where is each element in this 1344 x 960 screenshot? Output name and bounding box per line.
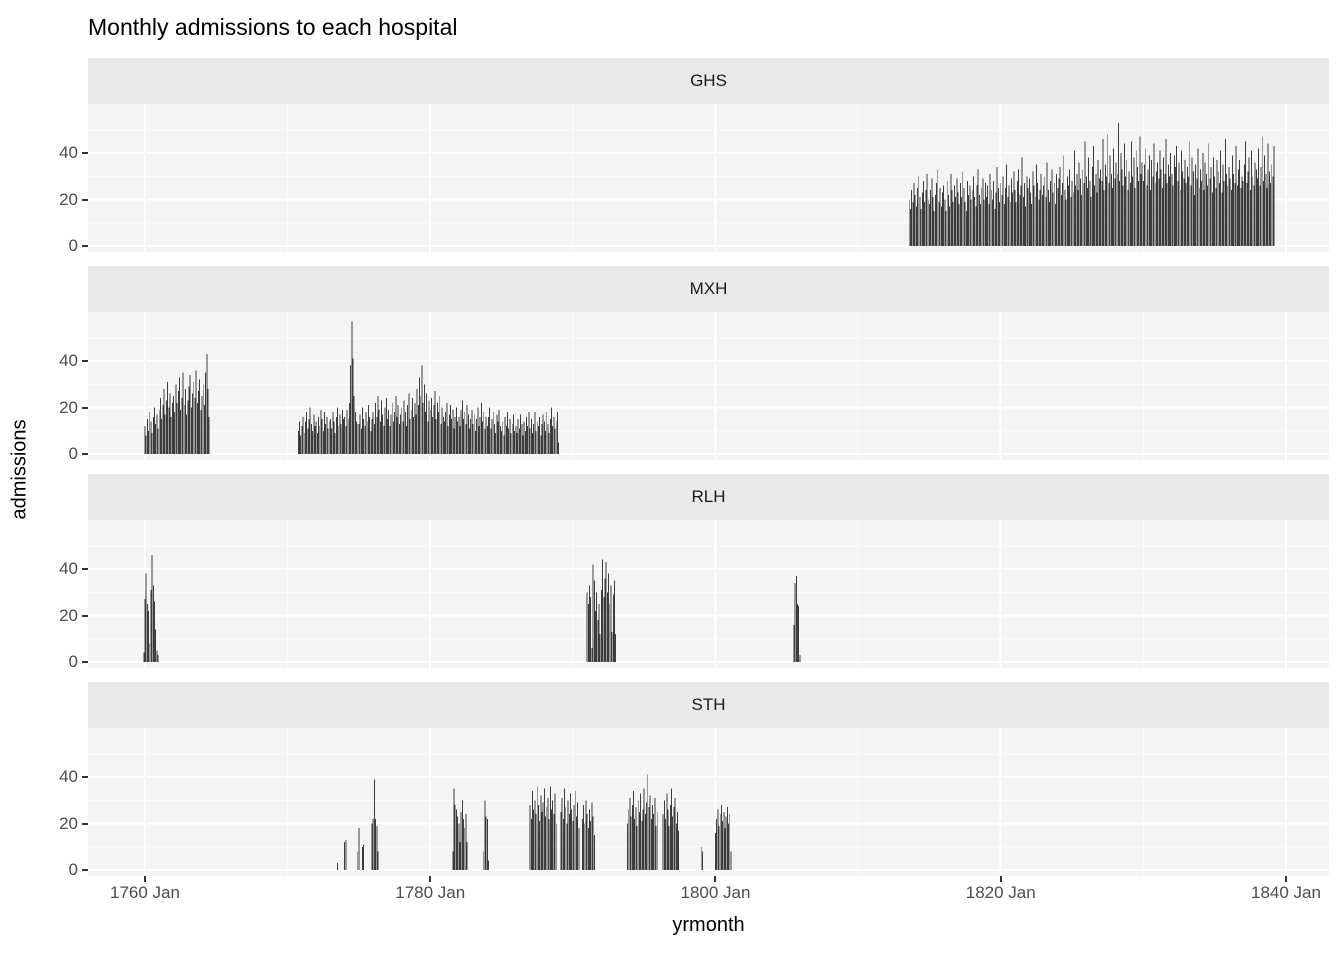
facet-strip-rlh: RLH [88,474,1329,520]
y-tick-mark [82,453,88,455]
facet-panel-sth [88,728,1329,876]
x-axis-title: yrmonth [672,914,745,936]
x-tick-label: 1780 Jan [395,883,466,902]
x-tick-label: 1760 Jan [110,883,180,902]
y-tick-label: 20 [59,189,78,209]
x-tick-mark [144,876,146,882]
x-tick-mark [1284,876,1287,882]
y-tick-label: 20 [59,605,78,625]
y-axis-title: admissions [8,419,31,520]
bars-layer-sth [337,774,732,871]
facet-strip-sth: STH [88,682,1329,728]
y-tick-mark [82,152,88,154]
y-tick-label: 40 [59,767,78,786]
y-tick-mark [82,614,88,617]
facet-label: STH [691,695,726,714]
y-tick-mark [82,822,88,825]
x-tick-label: 1840 Jan [1251,883,1321,902]
panel-canvas [88,104,1329,252]
y-tick-mark [82,406,88,409]
y-tick-mark [82,198,88,201]
y-tick-label: 0 [68,652,78,671]
y-tick-label: 40 [59,559,78,578]
facet-panel-mxh [88,312,1329,460]
y-tick-mark [82,360,88,362]
y-tick-label: 0 [68,444,78,463]
y-tick-mark [82,776,88,778]
bars-layer-ghs [908,122,1275,247]
x-tick-mark [999,876,1002,882]
panel-canvas [88,520,1329,668]
y-tick-label: 40 [59,351,78,370]
x-tick-label: 1800 Jan [680,883,751,902]
y-tick-mark [82,661,88,663]
y-tick-label: 20 [59,397,78,417]
x-tick-mark [429,876,432,882]
panel-canvas [88,728,1329,876]
y-tick-mark [82,568,88,570]
facet-label: MXH [689,279,728,298]
y-tick-label: 20 [59,813,78,833]
facet-label: RLH [691,487,726,506]
panel-canvas [88,312,1329,460]
facet-panel-rlh [88,520,1329,668]
x-tick-mark [714,876,717,882]
y-tick-mark [82,869,88,871]
y-tick-label: 0 [68,236,78,255]
facet-strip-mxh: MXH [88,266,1329,312]
bars-layer-mxh [144,321,560,455]
y-tick-mark [82,245,88,247]
y-tick-label: 40 [59,143,78,162]
y-tick-label: 0 [68,860,78,879]
chart-title: Monthly admissions to each hospital [88,14,458,40]
bars-layer-rlh [143,555,801,663]
x-tick-label: 1820 Jan [965,883,1036,902]
facet-panel-ghs [88,104,1329,252]
facet-label: GHS [690,71,727,90]
facet-strip-ghs: GHS [88,58,1329,104]
